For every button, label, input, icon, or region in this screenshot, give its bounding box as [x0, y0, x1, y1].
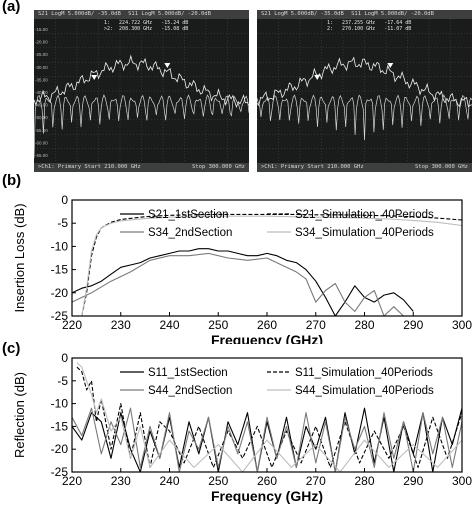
- analyzer-footer-2: >Ch1: Primary Start 210.000 GHz Stop 300…: [257, 163, 472, 172]
- analyzer-plot-2: [257, 19, 472, 163]
- x-axis-label: Frequency (GHz): [211, 332, 323, 344]
- marker-triangle: [164, 63, 171, 68]
- series-line-S44_Simulation_40Periods: [76, 362, 462, 472]
- trace-s11: [34, 94, 249, 159]
- legend-label: S34_2ndSection: [148, 227, 232, 239]
- y-tick-label: -5: [57, 374, 68, 388]
- marker-triangle: [314, 75, 321, 80]
- legend-label: S44_2ndSection: [148, 385, 232, 397]
- footer-right: Stop 300.000 GHz: [415, 164, 468, 170]
- series-group: [72, 213, 462, 316]
- legend-label: S21_Simulation_40Periods: [295, 209, 434, 221]
- ytick-label: -30.00: [35, 65, 48, 70]
- x-tick-label: 270: [306, 318, 326, 332]
- y-tick-label: -15: [51, 263, 69, 277]
- footer-right: Stop 300.000 GHz: [192, 164, 245, 170]
- legend-label: S21_1stSection: [148, 209, 229, 221]
- insertion-loss-chart: 220 230 240 250 260 270 280 290 300 -25 -20 -15 -10 -…: [12, 193, 472, 344]
- footer-left: >Ch1: Primary Start 210.000 GHz: [38, 164, 141, 170]
- x-axis-label: Frequency (GHz): [211, 488, 323, 504]
- series-line-S21_Simulation_40Periods: [81, 213, 462, 316]
- y-axis-label: Reflection (dB): [12, 372, 27, 458]
- x-tick-label: 290: [403, 318, 423, 332]
- ytick-label: -50.00: [35, 115, 48, 120]
- legend-label: S11_1stSection: [148, 367, 228, 379]
- marker-line: 2: 270.100 GHz -11.07 dB: [327, 26, 412, 32]
- trace-label: S21 LogM 5.000dB/ -35.0dB: [38, 11, 121, 17]
- trace-s21: [34, 54, 249, 109]
- x-tick-label: 260: [257, 318, 277, 332]
- y-tick-label: -5: [57, 216, 68, 230]
- series-line-S34_2ndSection: [72, 252, 404, 316]
- x-tick-label: 250: [208, 474, 228, 488]
- x-tick-label: 260: [257, 474, 277, 488]
- x-tick-label: 240: [159, 318, 179, 332]
- panel-label-c: (c): [2, 340, 21, 357]
- analyzer-trace-bar-2: S21 LogM 5.000dB/ -35.0dB S11 LogM 5.000…: [257, 10, 472, 19]
- analyzer-screen-1: -15.00 -20.00 -25.00 -30.00 -35.00 -40.00 -45.…: [34, 10, 249, 172]
- panel-label-b: (b): [2, 172, 22, 189]
- x-tick-label: 220: [62, 474, 82, 488]
- legend-label: S11_Simulation_40Periods: [295, 367, 433, 379]
- ytick-label: -35.00: [35, 77, 48, 82]
- x-tick-label: 270: [306, 474, 326, 488]
- marker-line: >2: 208.300 GHz -15.08 dB: [104, 26, 189, 32]
- y-axis-label: Insertion Loss (dB): [12, 203, 27, 312]
- marker-triangle: [387, 63, 394, 68]
- x-tick-label: 240: [159, 474, 179, 488]
- trace-label: S11 LogM 5.000dB/ -20.0dB: [128, 11, 211, 17]
- trace-label: S11 LogM 5.000dB/ -20.0dB: [351, 11, 434, 17]
- series-line-S21_1stSection: [72, 248, 414, 316]
- series-line-S11_Simulation_40Periods: [76, 366, 462, 468]
- ytick-label: -20.00: [35, 40, 48, 45]
- y-tick-label: 0: [61, 193, 68, 207]
- analyzer-trace-bar-1: S21 LogM 5.000dB/ -35.0dB S11 LogM 5.000…: [34, 10, 249, 19]
- y-tick-label: -25: [51, 465, 69, 479]
- series-line-S11_1stSection: [72, 407, 462, 472]
- marker-triangle: [91, 75, 98, 80]
- ytick-label: -15.00: [35, 27, 48, 32]
- legend-label: S34_Simulation_40Periods: [295, 227, 434, 239]
- marker-readout-1: 1: 224.722 GHz -15.24 dB >2: 208.300 GHz…: [104, 20, 188, 32]
- trace-label: S21 LogM 5.000dB/ -35.0dB: [261, 11, 344, 17]
- panel-label-a: (a): [2, 0, 21, 15]
- ytick-label: -60.00: [35, 140, 48, 145]
- y-tick-label: -20: [51, 286, 69, 300]
- x-tick-label: 280: [354, 474, 374, 488]
- x-tick-label: 300: [452, 318, 472, 332]
- series-line-S44_2ndSection: [72, 407, 462, 472]
- x-tick-label: 220: [62, 318, 82, 332]
- marker-line: 1: 224.722 GHz -15.24 dB: [104, 20, 189, 26]
- ytick-label: -25.00: [35, 52, 48, 57]
- y-tick-label: -10: [51, 239, 69, 253]
- ytick-label: -65.00: [35, 153, 48, 158]
- analyzer-screen-2: S21 LogM 5.000dB/ -35.0dB S11 LogM 5.000…: [257, 10, 472, 172]
- ytick-label: -40.00: [35, 90, 48, 95]
- reflection-chart: 220 230 240 250 260 270 280 290 300 -25 -20 -15 -10 -…: [12, 351, 472, 504]
- y-tick-label: -25: [51, 309, 69, 323]
- y-tick-label: -15: [51, 419, 69, 433]
- trace-s21: [257, 56, 472, 108]
- trace-s11: [257, 94, 472, 141]
- y-tick-label: -20: [51, 442, 69, 456]
- x-tick-label: 250: [208, 318, 228, 332]
- y-tick-label: -10: [51, 397, 69, 411]
- analyzer-screens: -15.00 -20.00 -25.00 -30.00 -35.00 -40.00 -45.…: [34, 10, 472, 172]
- footer-left: >Ch1: Primary Start 210.000 GHz: [261, 164, 364, 170]
- legend-label: S44_Simulation_40Periods: [295, 385, 434, 397]
- series-group: [72, 362, 462, 472]
- series-line-S34_Simulation_40Periods: [81, 215, 462, 316]
- x-tick-label: 230: [111, 474, 131, 488]
- y-tick-label: 0: [61, 351, 68, 365]
- ytick-label: -55.00: [35, 128, 48, 133]
- x-tick-label: 300: [452, 474, 472, 488]
- analyzer-footer-1: >Ch1: Primary Start 210.000 GHz Stop 300…: [34, 163, 249, 172]
- x-tick-label: 290: [403, 474, 423, 488]
- analyzer-plot-1: -15.00-20.00-25.00-30.00-35.00-40.00-45.…: [34, 19, 249, 163]
- x-tick-label: 280: [354, 318, 374, 332]
- x-tick-label: 230: [111, 318, 131, 332]
- marker-readout-2: 1: 237.255 GHz -17.64 dB 2: 270.100 GHz …: [327, 20, 411, 32]
- marker-line: 1: 237.255 GHz -17.64 dB: [327, 20, 412, 26]
